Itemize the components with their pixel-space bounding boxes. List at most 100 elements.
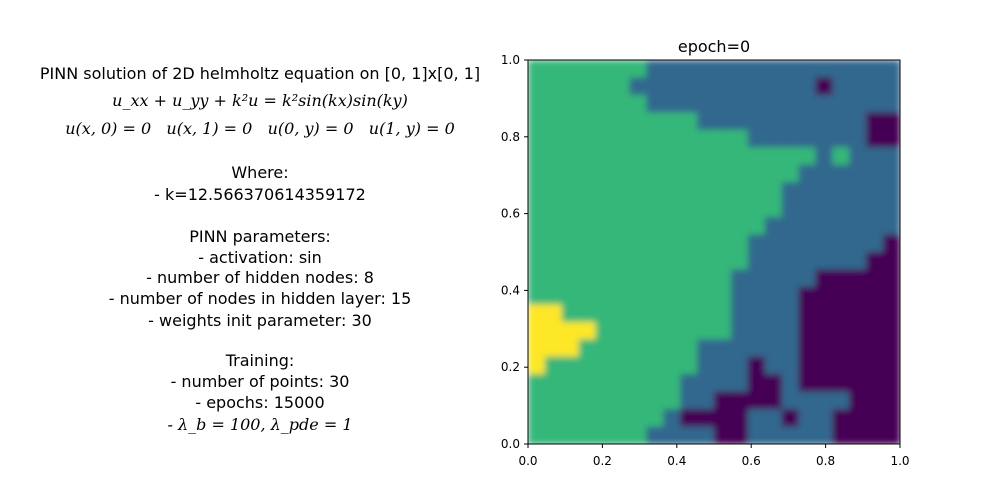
heatmap-cell [815,426,833,444]
heatmap-cell [612,339,631,358]
heatmap-cell [629,94,647,113]
heatmap-cell [561,426,580,444]
heatmap-cell [866,164,884,183]
heatmap-cell [646,147,664,166]
heatmap-cell [747,321,766,340]
heatmap-cell [883,252,900,271]
heatmap-cell [612,147,631,166]
heatmap-cell [629,321,647,340]
heatmap-cell [578,60,597,79]
heatmap-cell [629,182,647,201]
heatmap-cell [528,112,546,131]
heatmap-cell [747,409,766,428]
heatmap-cell [781,409,800,428]
heatmap-cell [595,147,614,166]
heatmap-cell [697,286,715,305]
heatmap-cell [781,356,800,375]
heatmap-cell [663,286,681,305]
heatmap-cell [646,94,664,113]
heatmap-cell [832,199,850,218]
y-tick-label: 1.0 [501,53,520,67]
heatmap-cell [561,409,580,428]
heatmap-cell [832,94,850,113]
heatmap-cell [714,321,732,340]
heatmap-cell [747,269,766,288]
x-tick-label: 0.0 [518,454,537,468]
heatmap-cell [646,182,664,201]
heatmap-cell [612,182,631,201]
heatmap-cell [815,129,833,148]
heatmap-cell [646,339,664,358]
heatmap-cell [646,374,664,393]
heatmap-cell [544,77,563,96]
heatmap-cell [798,217,817,236]
heatmap-cell [561,234,580,253]
heatmap-cell [629,339,647,358]
heatmap-cell [528,234,546,253]
heatmap-cell [646,409,664,428]
heatmap-cell [832,391,850,410]
heatmap-cell [730,252,749,271]
heatmap-cell [595,129,614,148]
heatmap-cell [629,129,647,148]
heatmap-cell [883,409,900,428]
heatmap-cell [561,164,580,183]
heatmap-cell [730,234,749,253]
heatmap-cell [697,356,715,375]
heatmap-cell [663,60,681,79]
heatmap-cell [883,60,900,79]
heatmap-cell [798,182,817,201]
heatmap-cell [578,391,597,410]
heatmap-cell [849,304,867,323]
heatmap-cell [781,339,800,358]
pinn-param-hidden-nodes: - number of hidden nodes: 8 [146,268,374,287]
heatmap-cell [544,112,563,131]
heatmap-cell [832,304,850,323]
heatmap-cell [832,217,850,236]
heatmap-cell [730,147,749,166]
heatmap-cell [544,269,563,288]
heatmap-cell [747,129,766,148]
heatmap-cell [680,374,698,393]
heatmap-cell [815,234,833,253]
heatmap-cell [646,77,664,96]
heatmap-cell [680,252,698,271]
heatmap-cell [866,60,884,79]
heatmap-cell [714,164,732,183]
heatmap-cell [578,94,597,113]
heatmap-cell [730,321,749,340]
heatmap-cell [612,77,631,96]
heatmap-cell [544,217,563,236]
pinn-parameters-heading: PINN parameters: [189,227,331,246]
heatmap-cell [680,217,698,236]
heatmap-cell [714,77,732,96]
heatmap-cell [646,199,664,218]
heatmap-cell [578,182,597,201]
heatmap-cell [747,199,766,218]
heatmap-cell [798,356,817,375]
heatmap-cell [714,147,732,166]
heatmap-cell [866,234,884,253]
heatmap-cell [663,374,681,393]
heatmap-cell [730,426,749,444]
heatmap-cell [866,356,884,375]
heatmap-cell [883,112,900,131]
boundary-conditions-text: u(x, 0) = 0 u(x, 1) = 0 u(0, y) = 0 u(1,… [65,119,455,138]
y-tick-label: 0.4 [501,283,520,297]
heatmap-cell [612,304,631,323]
heatmap-cell [612,321,631,340]
heatmap-cell [697,182,715,201]
heatmap-cell [866,269,884,288]
heatmap-cell [595,374,614,393]
heatmap-cell [832,77,850,96]
heatmap-cell [815,217,833,236]
heatmap-cell [781,321,800,340]
y-tick-label: 0.6 [501,207,520,221]
heatmap-cell [781,234,800,253]
heatmap-cell [595,286,614,305]
heatmap-cell [544,182,563,201]
heatmap-cell [832,426,850,444]
heatmap-cell [561,147,580,166]
heatmap-cell [612,286,631,305]
heatmap-cell [578,252,597,271]
